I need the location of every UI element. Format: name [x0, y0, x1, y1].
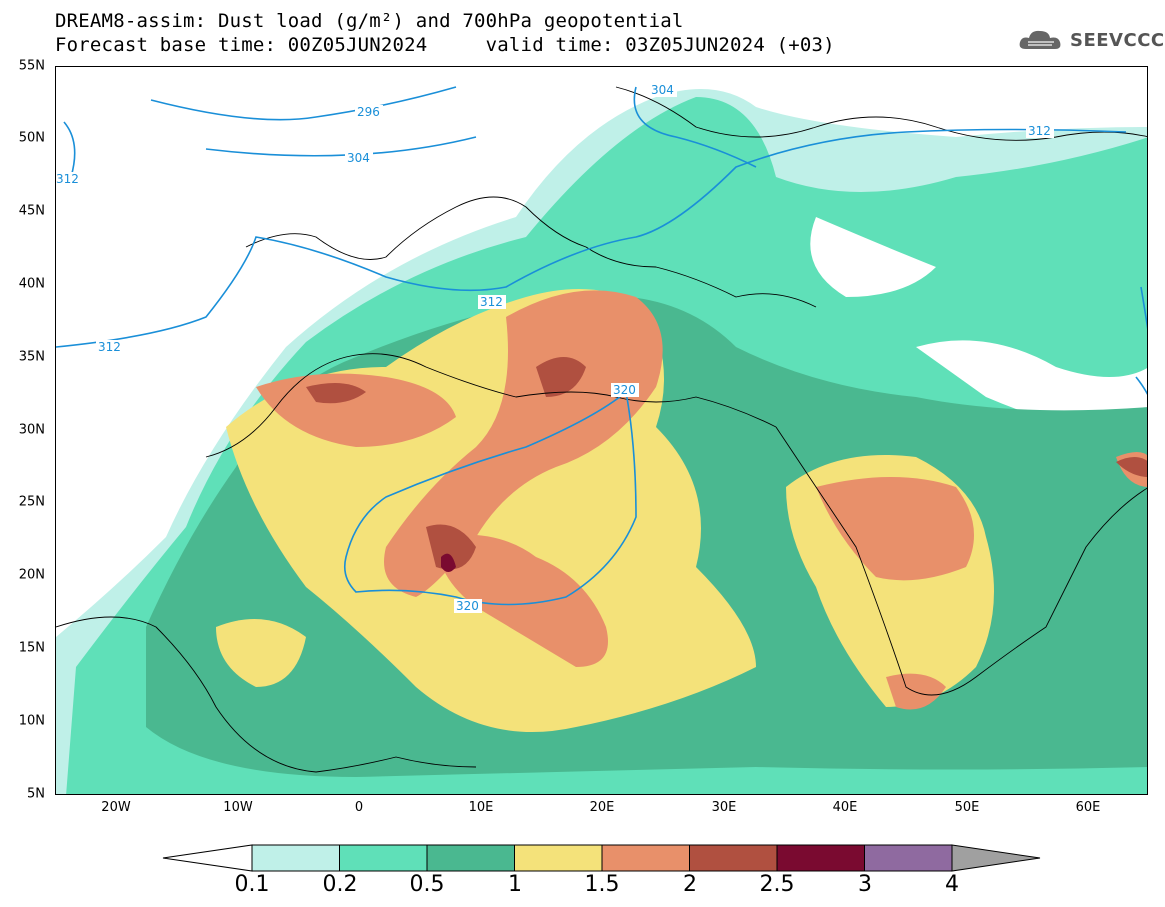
geopotential-contours [56, 86, 1147, 606]
coastlines [56, 86, 1147, 773]
seevccc-logo: SEEVCCC [1018, 27, 1165, 53]
colorbar [162, 844, 1041, 872]
contour-label: 304 [347, 151, 370, 165]
colorbar-tick: 1 [508, 872, 522, 897]
lat-label: 20N [18, 567, 45, 583]
contour-label: 320 [456, 599, 479, 613]
lon-label: 10E [468, 800, 494, 815]
lon-label: 10W [223, 800, 253, 815]
colorbar-tick: 0.5 [409, 872, 445, 897]
forecast-time-line: Forecast base time: 00Z05JUN2024 valid t… [55, 34, 835, 56]
contour-label: 312 [98, 340, 121, 354]
lon-label: 50E [954, 800, 980, 815]
colorbar-cell [339, 844, 428, 872]
colorbar-tick: 1.5 [584, 872, 620, 897]
lon-label: 40E [832, 800, 858, 815]
lat-label: 25N [18, 494, 45, 510]
lat-label: 15N [18, 640, 45, 656]
contour-label: 312 [56, 172, 79, 186]
dust-field [56, 89, 1147, 794]
lat-label: 10N [18, 713, 45, 729]
lat-label: 55N [18, 58, 45, 74]
colorbar-cell [426, 844, 515, 872]
colorbar-cell [514, 844, 603, 872]
colorbar-under-arrow [162, 844, 253, 872]
contour-labels: 296 304 304 312 312 312 312 320 320 [56, 83, 1054, 613]
cloud-logo-icon [1019, 30, 1061, 49]
lat-label: 50N [18, 130, 45, 146]
logo-text: SEEVCCC [1070, 29, 1165, 51]
map-title: DREAM8-assim: Dust load (g/m²) and 700hP… [55, 10, 684, 32]
contour-label: 296 [357, 105, 380, 119]
colorbar-tick: 0.2 [322, 872, 358, 897]
dust-map: 296 304 304 312 312 312 312 320 320 [55, 66, 1148, 795]
colorbar-cell [776, 844, 865, 872]
lat-label: 30N [18, 422, 45, 438]
lat-label: 35N [18, 349, 45, 365]
contour-label: 304 [651, 83, 674, 97]
colorbar-cell [689, 844, 778, 872]
colorbar-cell [251, 844, 340, 872]
lon-label: 0 [354, 800, 364, 815]
lon-label: 20W [101, 800, 131, 815]
lon-label: 60E [1075, 800, 1101, 815]
colorbar-cell [864, 844, 953, 872]
colorbar-tick: 0.1 [234, 872, 270, 897]
lon-label: 20E [589, 800, 615, 815]
lat-label: 45N [18, 203, 45, 219]
map-canvas: 296 304 304 312 312 312 312 320 320 [56, 67, 1147, 794]
contour-label: 312 [480, 295, 503, 309]
contour-label: 312 [1028, 124, 1051, 138]
colorbar-cell [601, 844, 690, 872]
lon-label: 30E [711, 800, 737, 815]
lat-label: 40N [18, 276, 45, 292]
lat-label: 5N [27, 786, 45, 802]
colorbar-tick: 2.5 [759, 872, 795, 897]
colorbar-tick: 4 [945, 872, 959, 897]
colorbar-over-arrow [951, 844, 1041, 872]
colorbar-tick: 3 [858, 872, 872, 897]
contour-label: 320 [613, 383, 636, 397]
colorbar-tick: 2 [683, 872, 697, 897]
